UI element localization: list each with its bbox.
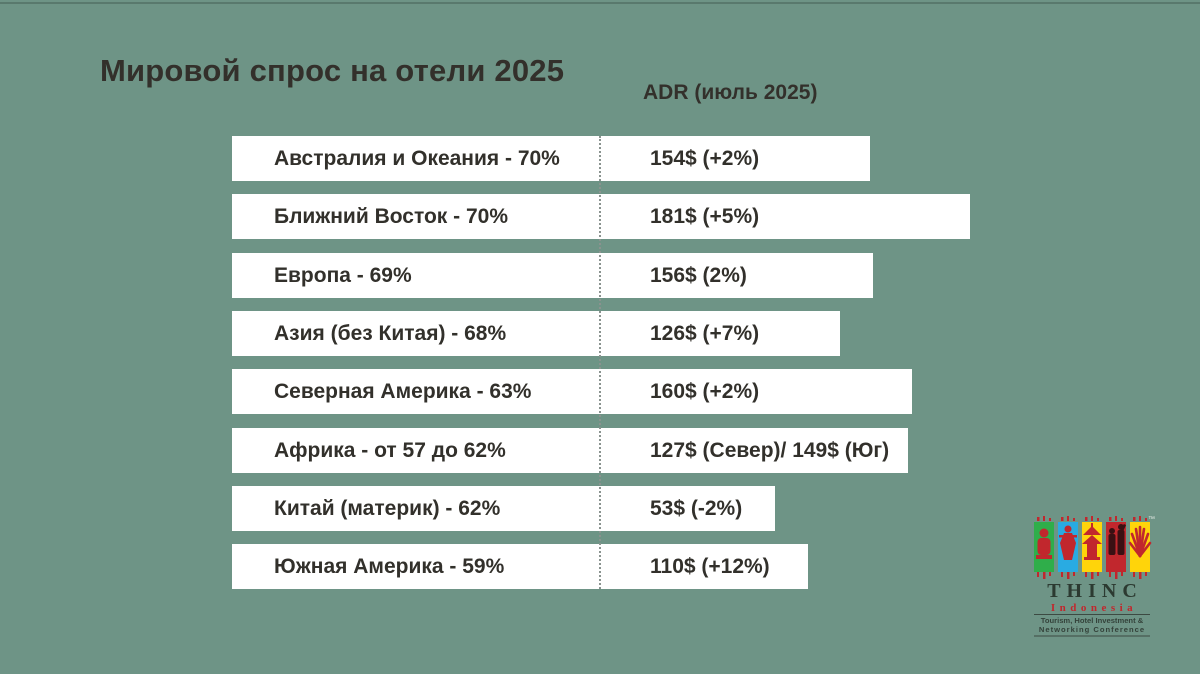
adr-value: 110$ (+12%) xyxy=(650,555,770,578)
thinc-indonesia-logo: ™ THINC Indonesia Tourism, Hotel Investm… xyxy=(1034,516,1155,637)
region-label: Африка - от 57 до 62% xyxy=(274,439,506,462)
pagoda-icon xyxy=(1082,523,1102,560)
logo-brand-text: THINC xyxy=(1047,580,1143,602)
logo-tagline-line1: Tourism, Hotel Investment & xyxy=(1041,616,1144,625)
table-row: Европа - 69% 156$ (2%) xyxy=(232,253,873,298)
table-row: Ближний Восток - 70% 181$ (+5%) xyxy=(232,194,970,239)
buddha-icon xyxy=(1036,528,1052,559)
adr-column-header: ADR (июль 2025) xyxy=(643,81,818,104)
dancer-icon xyxy=(1059,525,1077,560)
trademark-symbol: ™ xyxy=(1148,516,1155,523)
region-label: Австралия и Океания - 70% xyxy=(274,147,560,170)
adr-value: 181$ (+5%) xyxy=(650,205,760,228)
table-row: Африка - от 57 до 62% 127$ (Север)/ 149$ … xyxy=(232,428,908,473)
crowd-figures-icon xyxy=(1108,523,1127,555)
logo-tagline-line2: Networking Conference xyxy=(1039,625,1145,634)
top-edge-line xyxy=(0,2,1200,4)
logo-splash-bottom xyxy=(1037,572,1147,579)
region-label: Северная Америка - 63% xyxy=(274,380,532,403)
table-row: Китай (материк) - 62% 53$ (-2%) xyxy=(232,486,775,531)
table-row: Северная Америка - 63% 160$ (+2%) xyxy=(232,369,912,414)
adr-value: 156$ (2%) xyxy=(650,264,747,287)
logo-splash-top xyxy=(1037,516,1147,521)
table-row: Южная Америка - 59% 110$ (+12%) xyxy=(232,544,808,589)
region-label: Азия (без Китая) - 68% xyxy=(274,322,507,345)
region-label: Южная Америка - 59% xyxy=(274,555,505,578)
region-label: Ближний Восток - 70% xyxy=(274,205,509,228)
logo-country-text: Indonesia xyxy=(1051,602,1137,614)
adr-value: 53$ (-2%) xyxy=(650,497,743,520)
palm-burst-icon xyxy=(1128,525,1152,558)
column-divider-dotted-line xyxy=(599,136,601,589)
adr-value: 160$ (+2%) xyxy=(650,380,760,403)
region-label: Европа - 69% xyxy=(274,264,412,287)
adr-value: 126$ (+7%) xyxy=(650,322,760,345)
region-label: Китай (материк) - 62% xyxy=(274,497,501,520)
page-title: Мировой спрос на отели 2025 xyxy=(100,53,565,88)
table-row: Азия (без Китая) - 68% 126$ (+7%) xyxy=(232,311,840,356)
table-row: Австралия и Океания - 70% 154$ (+2%) xyxy=(232,136,870,181)
adr-value: 154$ (+2%) xyxy=(650,147,760,170)
adr-value: 127$ (Север)/ 149$ (Юг) xyxy=(650,439,890,462)
